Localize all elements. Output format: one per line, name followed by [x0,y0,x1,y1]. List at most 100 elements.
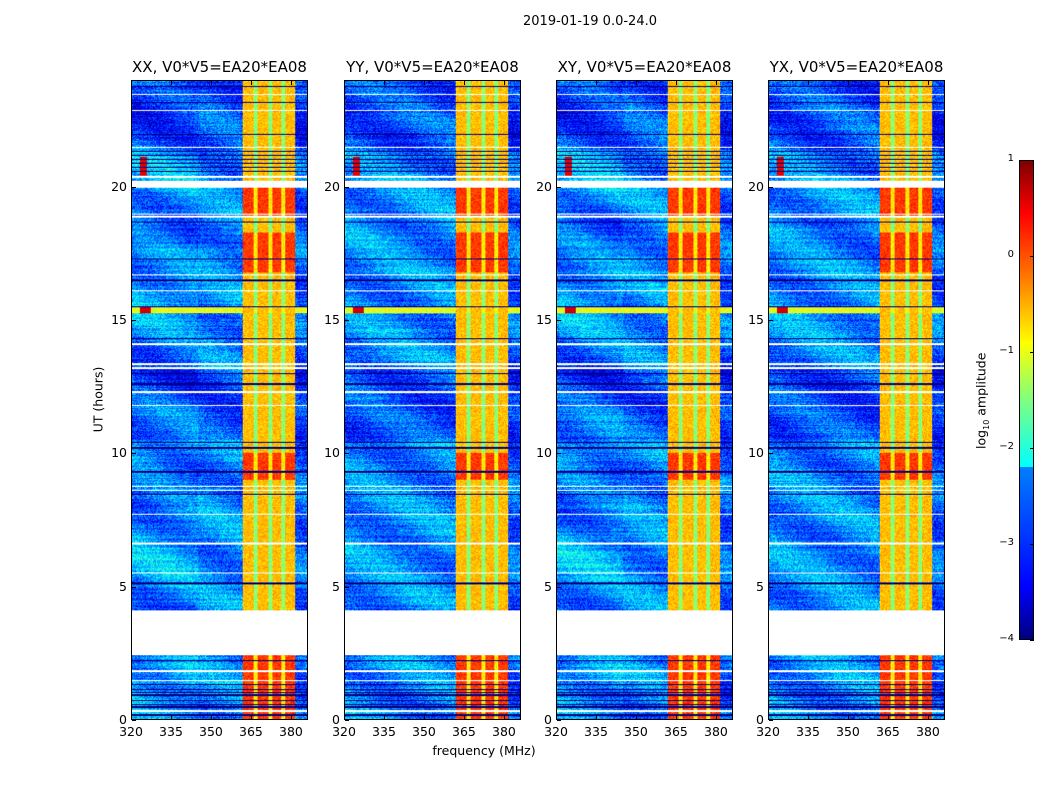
colorbar-label: log10 amplitude [973,321,991,481]
x-tick-label: 380 [704,724,728,739]
y-tick-mark [132,186,136,188]
y-tick-label: 0 [544,712,552,727]
x-tick-mark [927,715,929,719]
x-tick-mark [887,81,889,85]
y-tick-mark [769,320,773,321]
y-tick-mark [345,586,349,588]
colorbar-tick-label: −3 [999,537,1014,548]
x-tick-mark [170,715,172,719]
y-tick-mark [345,186,349,188]
colorbar [1019,160,1034,640]
x-tick-mark [675,81,677,85]
colorbar-tick-mark [1030,256,1034,257]
y-tick-label: 20 [748,178,764,194]
x-tick-label: 365 [452,724,476,739]
y-tick-mark [557,320,561,321]
x-tick-mark [210,81,212,85]
waterfall-image [769,81,944,719]
x-tick-label: 350 [836,724,860,739]
x-tick-label: 350 [624,724,648,739]
x-tick-mark [887,715,889,719]
x-tick-label: 320 [544,724,568,739]
x-tick-label: 365 [664,724,688,739]
waterfall-image [132,81,307,719]
x-tick-mark [847,81,849,85]
x-tick-mark [595,81,597,85]
x-tick-mark [290,81,292,85]
x-tick-mark [131,715,132,719]
y-tick-mark [769,586,773,588]
panel-title: XX, V0*V5=EA20*EA08 [132,58,307,76]
y-tick-label: 5 [119,578,127,594]
x-tick-mark [250,715,252,719]
x-tick-label: 380 [279,724,303,739]
y-tick-mark [132,720,136,721]
panel-title: YX, V0*V5=EA20*EA08 [769,58,944,76]
colorbar-label-rest: amplitude [973,352,989,420]
x-tick-mark [170,81,172,85]
y-tick-label: 20 [111,178,127,194]
x-tick-mark [847,715,849,719]
x-tick-mark [290,715,292,719]
colorbar-tick-mark [1030,448,1034,449]
y-tick-mark [345,453,349,455]
waterfall-panel-2 [344,80,521,720]
x-tick-mark [635,715,637,719]
x-tick-mark [503,715,505,719]
x-tick-mark [423,715,425,719]
x-tick-mark [927,81,929,85]
colorbar-tick-label: −1 [999,345,1014,356]
y-tick-mark [557,720,561,721]
x-tick-mark [556,715,557,719]
x-tick-mark [768,81,769,85]
x-tick-label: 320 [119,724,143,739]
x-tick-label: 365 [876,724,900,739]
y-tick-mark [769,453,773,455]
x-tick-mark [807,715,809,719]
colorbar-tick-label: −4 [999,633,1014,644]
x-tick-mark [463,715,465,719]
colorbar-label-sub: 10 [981,419,991,430]
colorbar-tick-label: −2 [999,441,1014,452]
y-tick-label: 10 [324,445,340,461]
panel-title: YY, V0*V5=EA20*EA08 [346,58,519,76]
x-tick-label: 335 [372,724,396,739]
waterfall-image [557,81,732,719]
panel-title: XY, V0*V5=EA20*EA08 [557,58,732,76]
x-tick-mark [715,81,717,85]
x-tick-mark [807,81,809,85]
x-tick-label: 350 [412,724,436,739]
y-tick-label: 15 [536,312,552,327]
y-tick-label: 15 [111,312,127,327]
x-tick-label: 365 [239,724,263,739]
x-tick-mark [675,715,677,719]
x-tick-mark [250,81,252,85]
y-tick-label: 0 [756,712,764,727]
x-tick-mark [383,715,385,719]
y-tick-mark [769,720,773,721]
y-tick-label: 15 [324,312,340,327]
y-tick-label: 20 [536,178,552,194]
y-tick-mark [557,186,561,188]
x-tick-label: 335 [159,724,183,739]
colorbar-tick-mark [1030,640,1034,641]
colorbar-label-main: log [973,429,989,449]
x-tick-mark [423,81,425,85]
x-tick-label: 380 [492,724,516,739]
y-tick-label: 5 [332,578,340,594]
x-tick-mark [383,81,385,85]
y-tick-label: 10 [748,445,764,461]
y-tick-mark [557,586,561,588]
x-tick-label: 335 [796,724,820,739]
x-tick-label: 320 [332,724,356,739]
x-tick-mark [503,81,505,85]
y-tick-mark [132,586,136,588]
waterfall-image [345,81,520,719]
y-tick-label: 10 [111,445,127,461]
y-tick-mark [557,453,561,455]
colorbar-tick-mark [1030,544,1034,545]
waterfall-panel-4 [768,80,945,720]
x-tick-mark [768,715,769,719]
x-tick-mark [344,81,345,85]
